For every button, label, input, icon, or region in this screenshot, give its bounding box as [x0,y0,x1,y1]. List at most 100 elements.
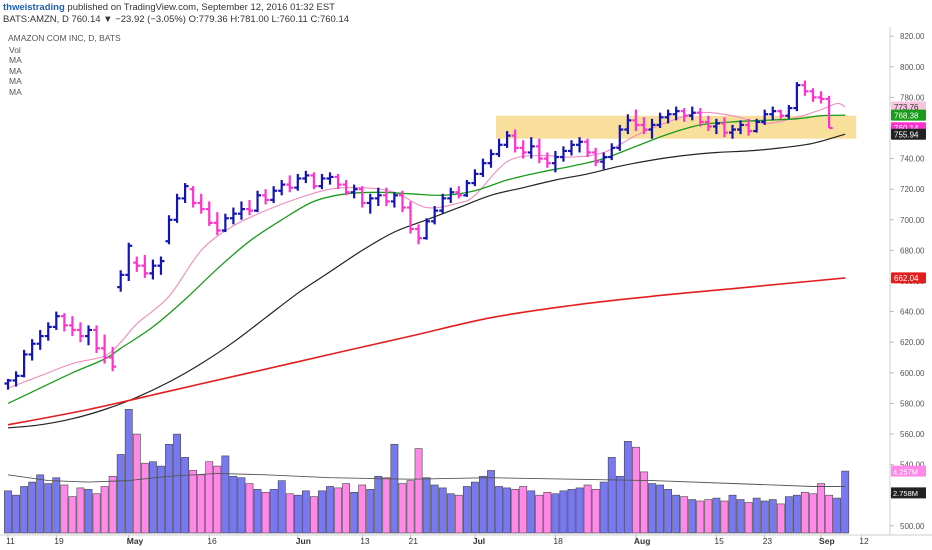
volume-bar [736,499,745,534]
volume-bar [366,489,375,534]
ohlc-bar [382,187,390,207]
ohlc-bar [793,82,801,112]
ohlc-bar [745,118,753,136]
ohlc-bar [487,149,495,168]
time-tick-label: 18 [553,536,563,546]
ohlc-bar [101,334,109,364]
volume-bar [688,499,697,534]
ohlc-bar [688,106,696,121]
volume-bar [728,494,737,534]
ohlc-bar [535,138,543,164]
legend-item[interactable]: MA [9,76,22,86]
time-tick-label: May [127,536,144,546]
time-tick-label: 21 [409,536,419,546]
ohlc-bar [471,169,479,187]
ohlc-bar [93,325,101,353]
volume-bar [784,496,793,534]
ohlc-bar [318,173,326,190]
ohlc-bar [576,137,584,153]
volume-bar [245,483,254,534]
volume-bar [293,494,302,534]
volume-bar [165,443,173,534]
ohlc-bar [278,180,286,196]
price-change: ▼ −23.92 (−3.05%) [103,14,186,25]
volume-bar [68,496,77,534]
ohlc-bar [262,189,270,205]
volume-bar [575,487,584,534]
ohlc-bar [696,108,704,127]
ohlc-bar [197,193,205,214]
ohlc-bar [302,170,310,184]
badge-ma-red [891,272,926,284]
legend-item[interactable]: MA [9,55,22,65]
ohlc-bar [801,80,809,96]
volume-bar [28,481,37,534]
volume-bar [454,494,463,534]
volume-bar [720,500,729,534]
plot-background [0,27,890,535]
ohlc-bar [455,186,463,199]
ohlc-bar [286,175,294,193]
volume-bar [817,483,825,534]
volume-bar [648,483,656,534]
volume-bar [535,494,544,534]
volume-bar [382,477,391,534]
volume-bar [309,496,318,534]
volume-bar [519,486,528,534]
volume-bar [181,457,189,534]
volume-bar [12,494,20,534]
volume-bar [132,433,141,534]
ohlc-bar [52,311,60,330]
time-tick-label: 19 [54,536,64,546]
ohlc-bar [415,224,423,245]
ohlc-bar [407,201,414,234]
volume-bar [189,470,198,534]
volume-bar [760,500,769,534]
badge-ma-pink-text: 773.76 [894,103,919,112]
time-tick-label: 15 [714,536,724,546]
ohlc-bar [246,199,253,216]
time-tick-label: 16 [207,536,217,546]
volume-bar [213,465,222,534]
volume-bar [664,489,672,534]
legend-item[interactable]: MA [9,65,22,76]
ohlc-bar [149,259,157,280]
ohlc-bar [221,213,229,233]
ohlc-bar [68,316,76,337]
volume-bar [672,494,681,534]
volume-bar [149,461,157,534]
price-tick-label: 700.00 [900,216,925,225]
price-tick-label: 820.00 [900,32,925,41]
volume-bar [503,487,511,534]
legend-item[interactable]: Vol [9,44,21,55]
volume-bar [116,454,125,534]
price-tick-label: 740.00 [900,155,925,164]
ohlc-bar [358,186,366,208]
volume-bar [841,470,850,534]
symbol-summary: BATS:AMZN, D 760.14 ▼ −23.92 (−3.05%) O:… [3,14,349,25]
volume-bar [318,490,326,534]
ohlc-bar [640,117,648,135]
ohlc-bar [205,201,213,226]
ohlc-bar [12,371,20,387]
volume-bar [825,494,833,534]
volume-bar [20,486,28,534]
volume-bar [543,491,552,534]
volume-bar [704,499,713,534]
publisher-link[interactable]: thweistrading [3,2,65,13]
time-tick-label: Jul [473,536,485,546]
badge-last-price-text: 760.14 [894,124,919,133]
volume-bar [4,490,12,534]
ohlc-bar [85,325,92,346]
consolidation-zone [496,115,857,139]
volume-bar [495,486,503,534]
ohlc-bar [753,118,761,133]
badge-vol-ma-text: 2.758M [893,489,918,498]
ohlc-bar [28,339,36,361]
volume-bar [390,443,399,534]
volume-bar [615,475,624,534]
ohlc-bar [616,124,624,151]
legend-item[interactable]: MA [9,86,22,97]
volume-bar [414,448,423,534]
